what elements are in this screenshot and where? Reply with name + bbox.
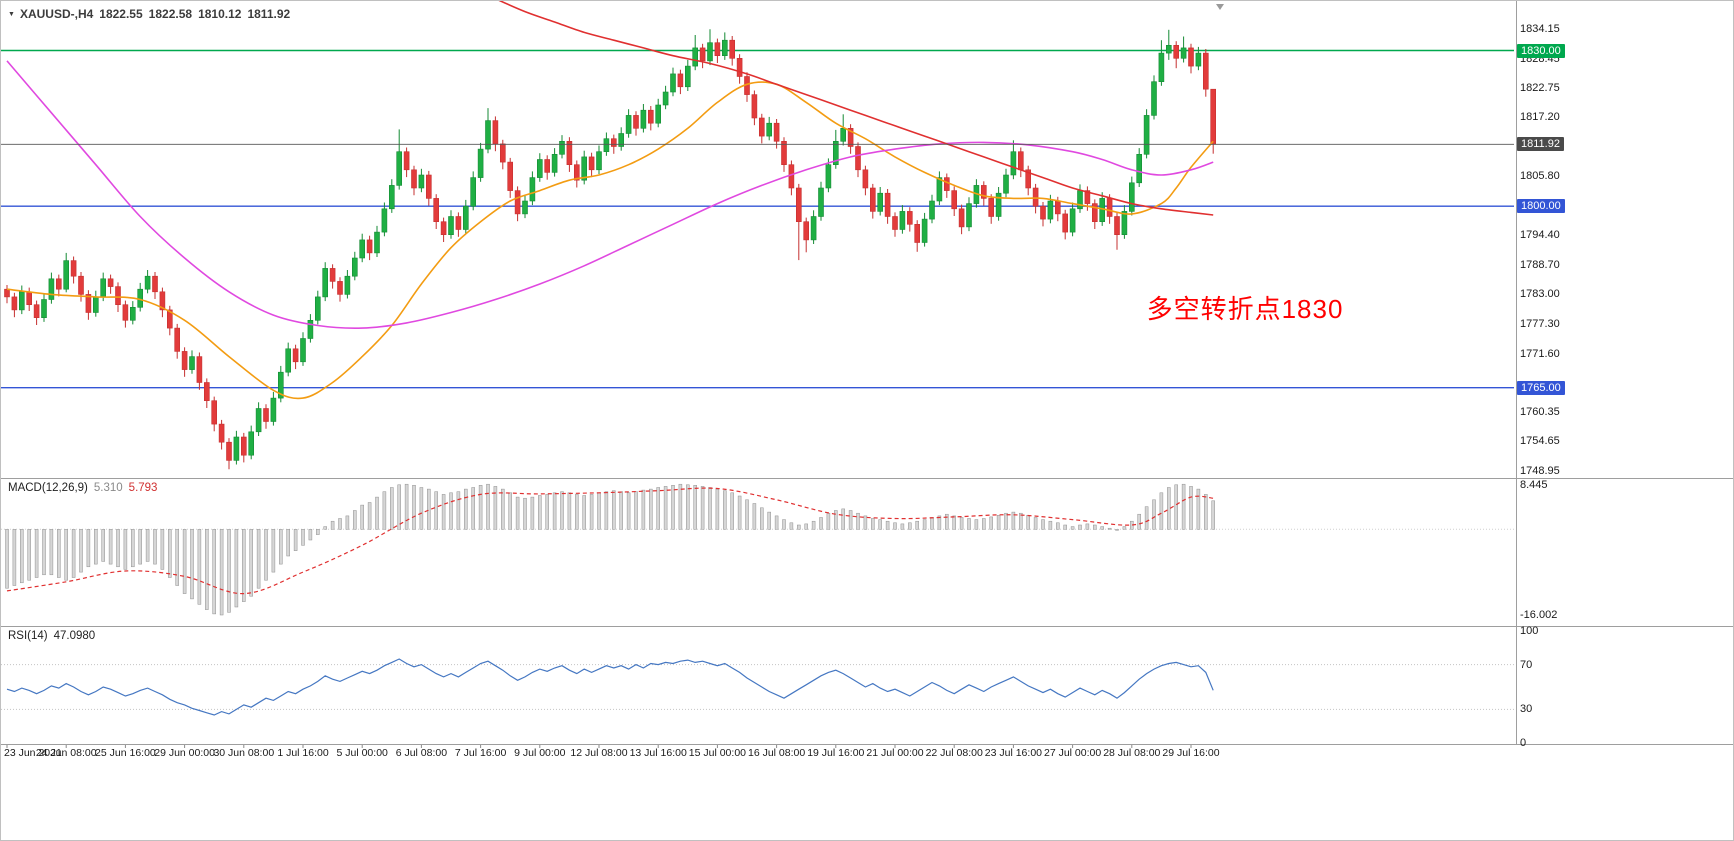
price-axis-border [1516,1,1517,744]
macd-main-value: 5.310 [93,482,123,494]
macd-panel [1,483,1514,616]
symbol-dropdown-icon[interactable]: ▼ [8,11,15,18]
main-chart-panel [1,1,1514,470]
rsi-line [6,658,1214,716]
rsi-indicator-header: RSI(14) 47.0980 [8,630,95,642]
rsi-title: RSI(14) [8,630,48,642]
annotation-text[interactable]: 多空转折点1830 [1146,294,1344,325]
close-value: 1811.92 [247,7,291,21]
ohlc-readout: ▼ XAUUSD-,H4 1822.55 1822.58 1810.12 1811.92 [8,7,296,21]
panel-separator[interactable] [1,478,1733,479]
ma-fast-line[interactable] [6,81,1214,400]
candles [4,29,1216,470]
symbol-timeframe-label: XAUUSD-,H4 [19,7,94,21]
macd-histogram [5,483,1215,616]
macd-signal-value: 5.793 [128,482,158,494]
panel-separator[interactable] [1,744,1733,745]
ma-mid-line[interactable] [6,60,1214,329]
open-value: 1822.55 [99,7,143,21]
low-value: 1810.12 [198,7,242,21]
chart-shift-icon[interactable] [1216,4,1224,10]
high-value: 1822.58 [148,7,193,21]
macd-title: MACD(12,26,9) [8,482,88,494]
rsi-value: 47.0980 [53,630,96,642]
macd-signal-line [6,487,1214,595]
rsi-panel [1,658,1514,716]
macd-indicator-header: MACD(12,26,9) 5.310 5.793 [8,482,157,494]
panel-separator[interactable] [1,626,1733,627]
ma-slow-line[interactable] [495,1,1214,216]
